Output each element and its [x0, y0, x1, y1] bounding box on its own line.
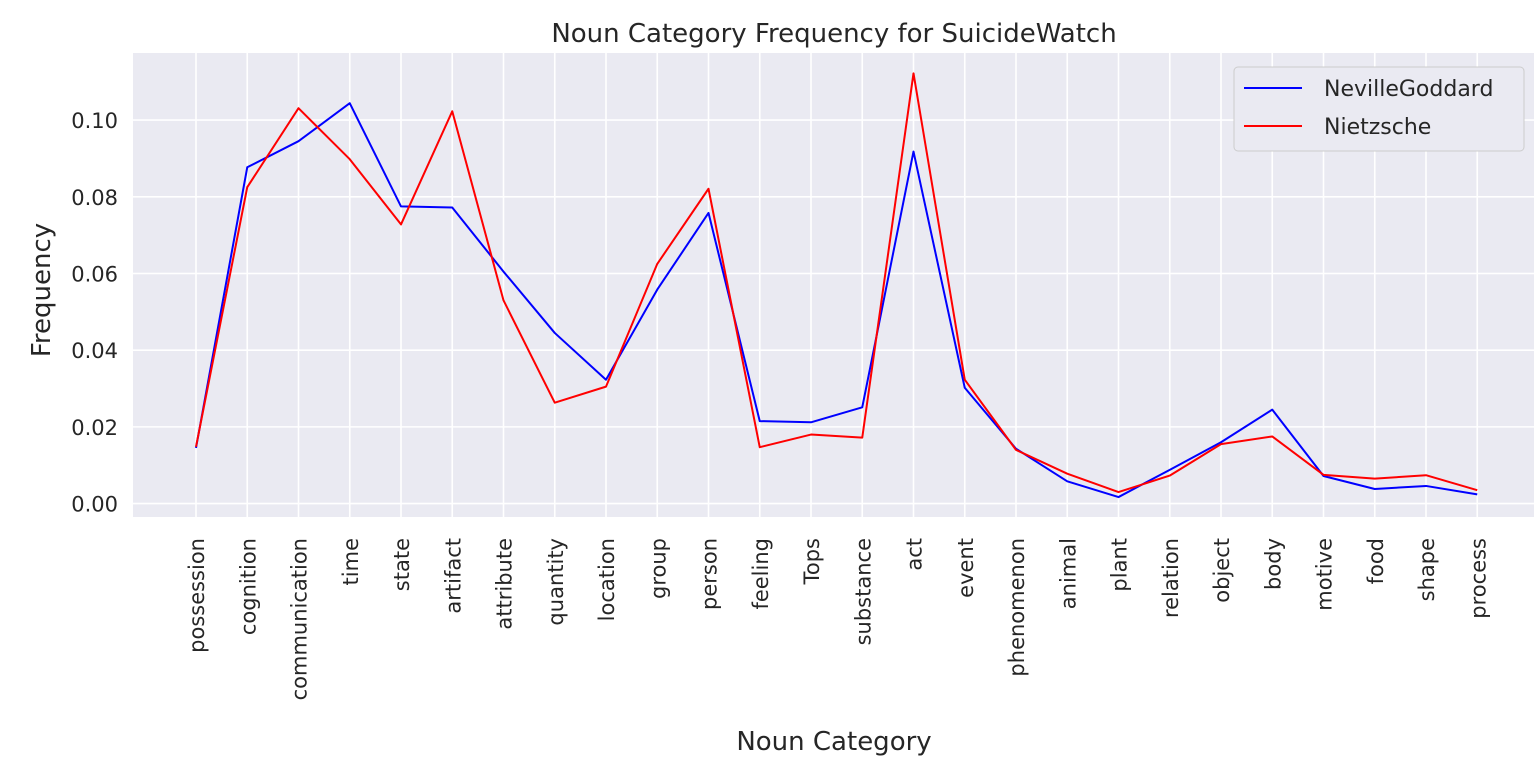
x-tick-label: process — [1466, 538, 1490, 619]
x-tick-label: plant — [1108, 538, 1132, 592]
x-tick-label: cognition — [236, 538, 260, 635]
x-tick-label: phenomenon — [1005, 538, 1029, 677]
y-tick-label: 0.00 — [71, 493, 118, 517]
x-axis-label: Noun Category — [736, 727, 931, 757]
x-tick-label: animal — [1056, 538, 1080, 609]
x-tick-label: person — [698, 538, 722, 610]
x-tick-label: substance — [851, 538, 875, 645]
y-axis-label: Frequency — [27, 223, 57, 357]
y-tick-label: 0.06 — [71, 262, 118, 286]
x-tick-label: event — [954, 538, 978, 598]
chart-title: Noun Category Frequency for SuicideWatch — [551, 19, 1116, 49]
x-tick-label: object — [1210, 538, 1234, 603]
x-tick-label: feeling — [749, 538, 773, 610]
y-tick-labels: 0.00 0.02 0.04 0.06 0.08 0.10 — [71, 109, 118, 516]
x-tick-label: relation — [1159, 538, 1183, 618]
x-tick-label: artifact — [441, 538, 465, 614]
x-tick-label: motive — [1313, 538, 1337, 611]
legend-label-nietzsche: Nietzsche — [1324, 115, 1431, 140]
x-tick-label: location — [595, 538, 619, 621]
x-tick-label: possession — [185, 538, 209, 653]
x-tick-label: food — [1364, 538, 1388, 584]
y-tick-label: 0.08 — [71, 186, 118, 210]
grid — [133, 53, 1534, 517]
x-tick-label: state — [390, 538, 414, 591]
x-tick-label: body — [1261, 538, 1285, 590]
series-line-nietzsche — [195, 72, 1478, 494]
x-tick-label: shape — [1415, 538, 1439, 601]
x-tick-label: quantity — [544, 538, 568, 626]
x-tick-labels: possession cognition communication time stat… — [185, 538, 1490, 700]
y-tick-label: 0.04 — [71, 339, 118, 363]
x-tick-label: time — [339, 538, 363, 585]
series-lines — [195, 72, 1478, 499]
x-tick-label: act — [903, 538, 927, 571]
x-tick-label: communication — [288, 538, 312, 700]
x-tick-label: Tops — [800, 538, 824, 585]
legend: NevilleGoddard Nietzsche — [1233, 66, 1525, 152]
legend-box — [1233, 66, 1525, 152]
y-tick-label: 0.02 — [71, 416, 118, 440]
legend-label-nevillegoddard: NevilleGoddard — [1324, 77, 1493, 102]
x-tick-label: group — [646, 538, 670, 599]
y-tick-label: 0.10 — [71, 109, 118, 133]
x-tick-label: attribute — [493, 538, 517, 630]
